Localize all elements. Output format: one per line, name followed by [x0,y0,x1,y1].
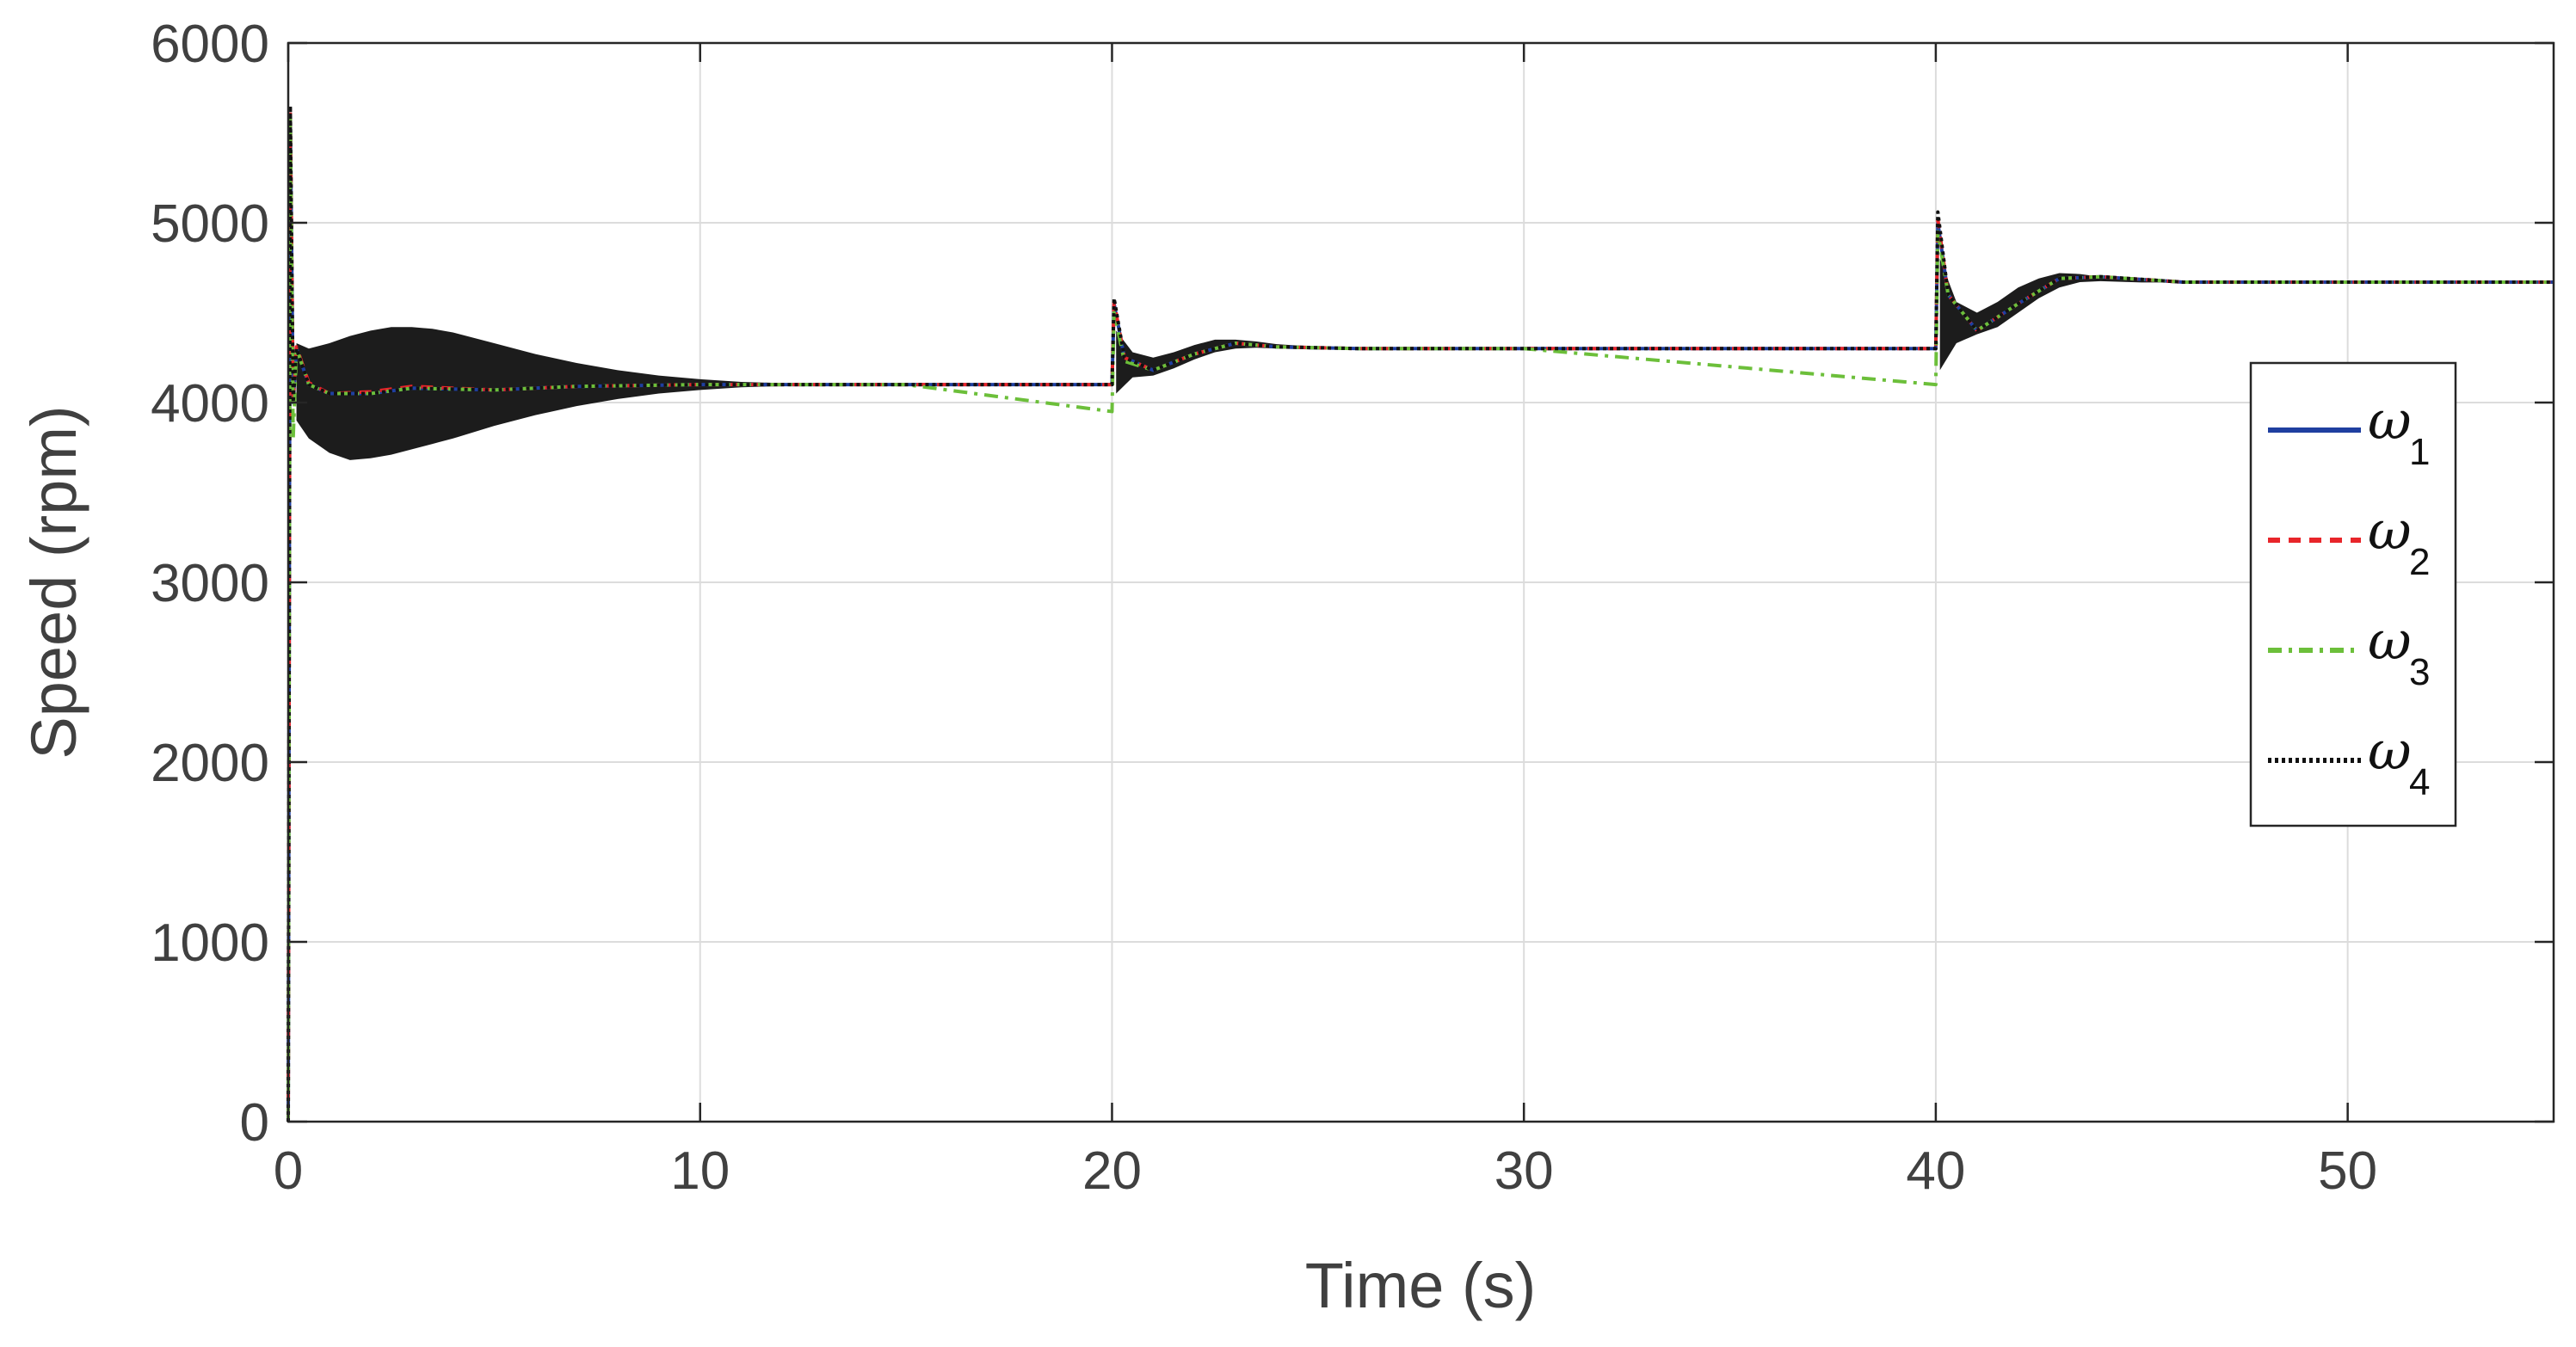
series-lines [287,104,2554,1122]
x-axis-label: Time (s) [1305,1250,1537,1321]
x-tick-label: 20 [1082,1141,1142,1201]
legend-subscript-3: 3 [2409,651,2430,693]
y-tick-label: 2000 [151,734,269,793]
legend-subscript-2: 2 [2409,541,2430,583]
y-tick-label: 3000 [151,554,269,613]
y-tick-label: 6000 [151,15,269,74]
oscillation-fill-40s [1939,258,2184,371]
x-tick-label: 40 [1906,1141,1965,1201]
y-tick-label: 0 [240,1093,269,1153]
y-tick-label: 4000 [151,374,269,434]
legend-label-omega-2: ω [2368,499,2412,562]
legend-label-omega-1: ω [2368,389,2412,452]
y-axis-ticks: 0 1000 2000 3000 4000 5000 6000 [151,15,2554,1153]
oscillation-fill-0-20s [296,327,1112,460]
x-tick-label: 10 [670,1141,730,1201]
legend-box [2249,361,2457,827]
y-axis-label: Speed (rpm) [18,405,89,759]
legend-subscript-1: 1 [2409,431,2430,473]
legend-subscript-4: 4 [2409,761,2430,803]
y-tick-label: 5000 [151,194,269,254]
legend-label-omega-4: ω [2368,719,2412,782]
y-tick-label: 1000 [151,913,269,973]
x-tick-label: 30 [1494,1141,1554,1201]
grid-lines [288,43,2554,1122]
x-axis-ticks: 0 10 20 30 40 50 [274,43,2377,1201]
series-line-omega-4 [287,104,2554,1122]
x-tick-label: 0 [274,1141,303,1201]
x-tick-label: 50 [2318,1141,2377,1201]
legend-label-omega-3: ω [2368,609,2412,672]
